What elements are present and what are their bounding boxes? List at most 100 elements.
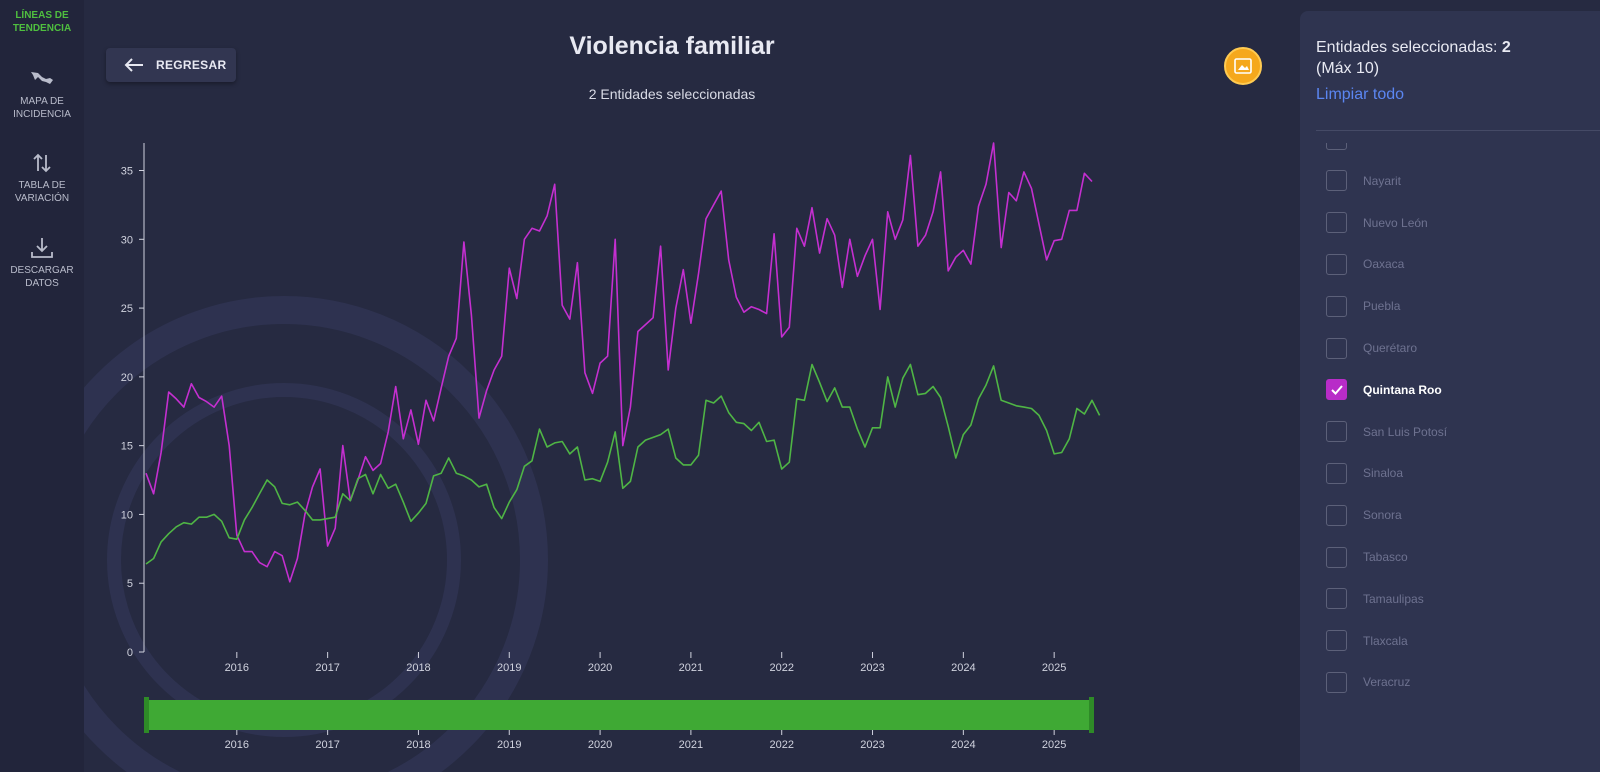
entity-item[interactable]: Sonora [1326,504,1402,526]
nav-label: MAPA DE [20,96,64,107]
left-sidebar: LÍNEAS DE TENDENCIA MAPA DE INCIDENCIA T… [0,0,84,772]
brush-x-tick-label: 2022 [769,739,793,751]
entity-name: Sinaloa [1363,466,1404,481]
x-tick-label: 2024 [951,662,975,674]
checkmark-icon [1330,385,1343,395]
entity-item[interactable]: Tlaxcala [1326,630,1408,652]
nav-label: TABLA DE [18,180,66,191]
brush-selection[interactable] [146,700,1092,730]
x-tick-label: 2018 [406,662,430,674]
nav-download-data[interactable]: DESCARGAR DATOS [0,236,84,290]
download-icon [31,238,53,258]
x-tick-label: 2016 [225,662,249,674]
brush-x-tick-label: 2020 [588,739,612,751]
entity-item[interactable]: Veracruz [1326,671,1410,693]
image-export-icon [1234,58,1252,74]
x-tick-label: 2025 [1042,662,1066,674]
brush-handle-right[interactable] [1089,697,1094,733]
entity-checkbox[interactable] [1326,143,1347,150]
brush-x-tick-label: 2021 [679,739,703,751]
entity-checkbox[interactable] [1326,588,1347,610]
entity-name: Nuevo León [1363,215,1428,230]
nav-label: DATOS [25,278,59,289]
y-tick-label: 5 [127,578,133,590]
selection-max: (Máx 10) [1316,60,1380,77]
brush-x-tick-label: 2025 [1042,739,1066,751]
entity-name: San Luis Potosí [1363,424,1448,439]
nav-label: LÍNEAS DE [15,10,69,21]
nav-label: DESCARGAR [10,265,74,276]
entity-checkbox[interactable] [1326,504,1347,526]
brush-x-tick-label: 2018 [406,739,430,751]
entity-item[interactable]: Quintana Roo [1326,379,1442,401]
y-tick-label: 10 [121,509,133,521]
entity-checkbox[interactable] [1326,212,1347,234]
entity-name: Querétaro [1363,341,1418,355]
sort-arrows-icon [33,153,51,173]
entity-item[interactable]: Sinaloa [1326,462,1403,484]
entity-name: Nayarit [1363,173,1402,188]
arrow-left-icon [124,58,143,72]
entity-checkbox[interactable] [1326,462,1347,484]
entity-checkbox[interactable] [1326,379,1347,401]
y-tick-label: 0 [127,647,133,659]
time-range-brush[interactable]: 2016 2017 2018 2019 2020 2021 2022 2023 2024 2025 [144,697,1094,751]
series-line-green [145,363,1101,565]
entity-item[interactable]: San Luis Potosí [1326,421,1447,443]
back-button[interactable]: REGRESAR [106,48,236,82]
y-tick-label: 35 [121,166,133,178]
brush-x-tick-label: 2016 [225,739,249,751]
export-image-button[interactable] [1224,47,1262,85]
x-tick-label: 2017 [315,662,339,674]
entity-checkbox[interactable] [1326,170,1347,192]
nav-incidence-map[interactable]: MAPA DE INCIDENCIA [0,67,84,121]
entity-checkbox[interactable] [1326,546,1347,568]
entity-name: Veracruz [1363,675,1411,690]
entity-name: Sonora [1363,508,1402,523]
entity-item[interactable]: Nayarit [1326,170,1401,192]
y-tick-label: 15 [121,441,133,453]
brush-x-tick-label: 2019 [497,739,521,751]
entity-list[interactable]: Morelos Nayarit Nuevo León Oaxaca Puebla Quer… [1300,143,1600,733]
entity-item[interactable]: Morelos [1326,143,1406,150]
nav-variation-table[interactable]: TABLA DE VARIACIÓN [0,151,84,205]
brush-handle-left[interactable] [144,697,149,733]
selection-heading: Entidades seleccionadas: 2 (Máx 10) [1316,37,1511,79]
selection-heading-text: Entidades seleccionadas: [1316,39,1502,56]
entity-item[interactable]: Oaxaca [1326,253,1404,275]
entity-checkbox[interactable] [1326,295,1347,317]
entity-checkbox[interactable] [1326,630,1347,652]
y-tick-label: 25 [121,303,133,315]
x-tick-label: 2023 [860,662,884,674]
brush-x-tick-label: 2017 [315,739,339,751]
nav-trend-lines[interactable]: LÍNEAS DE TENDENCIA [0,9,84,35]
nav-label: VARIACIÓN [14,193,70,204]
entity-name: Tlaxcala [1363,633,1408,648]
entity-name: Puebla [1363,299,1401,314]
entity-item[interactable]: Querétaro [1326,337,1417,359]
y-tick-label: 20 [121,372,133,384]
clear-all-link[interactable]: Limpiar todo [1316,86,1405,103]
entity-name: Tabasco [1363,550,1408,564]
entity-item[interactable]: Tamaulipas [1326,588,1424,610]
nav-label: TENDENCIA [12,23,72,34]
entity-checkbox[interactable] [1326,337,1347,359]
nav-label: INCIDENCIA [13,109,71,120]
y-tick-label: 30 [121,234,133,246]
x-tick-label: 2020 [588,662,612,674]
brush-x-tick-label: 2024 [951,739,975,751]
x-tick-label: 2019 [497,662,521,674]
entity-name: Oaxaca [1363,257,1405,272]
x-tick-label: 2021 [679,662,703,674]
chart-series [145,142,1101,583]
entity-checkbox[interactable] [1326,421,1347,443]
entity-checkbox[interactable] [1326,253,1347,275]
entity-item[interactable]: Puebla [1326,295,1400,317]
entity-checkbox[interactable] [1326,671,1347,693]
entity-item[interactable]: Nuevo León [1326,212,1428,234]
entity-selection-panel: Entidades seleccionadas: 2 (Máx 10) Limp… [1300,11,1600,772]
entity-item[interactable]: Tabasco [1326,546,1408,568]
brush-x-tick-label: 2023 [860,739,884,751]
